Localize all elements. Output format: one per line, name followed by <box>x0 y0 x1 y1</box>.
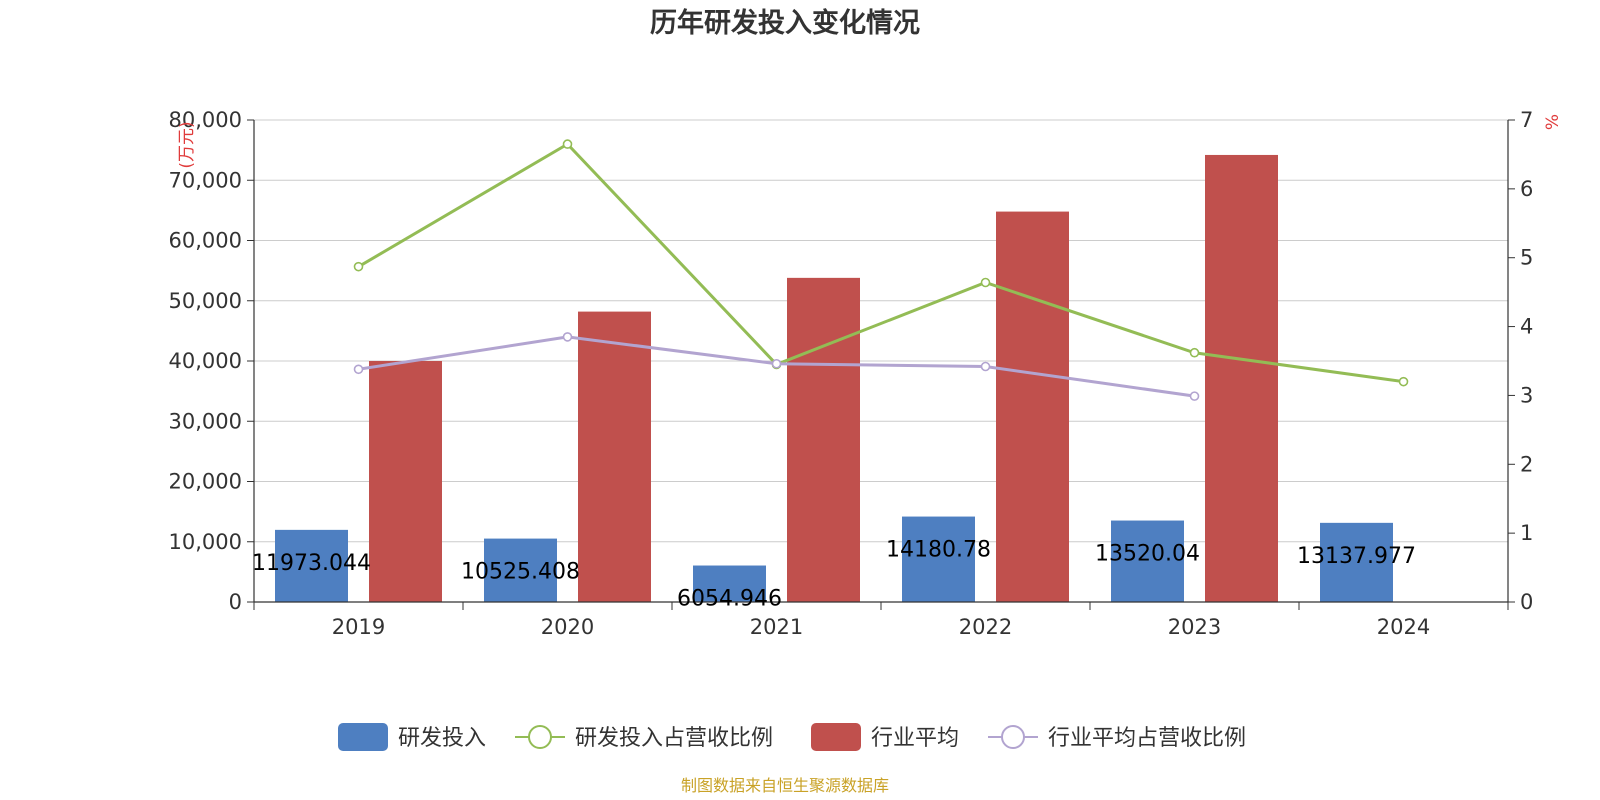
right-axis-tick-label: 1 <box>1520 521 1533 545</box>
point-industry-ratio <box>562 332 573 342</box>
right-axis-tick-label: 3 <box>1520 383 1533 407</box>
bar-industry-average <box>369 361 442 602</box>
left-axis-tick-label: 20,000 <box>169 470 242 494</box>
bar-rd-investment <box>1320 522 1393 602</box>
left-axis-unit: (万元) <box>177 121 197 168</box>
source-note: 制图数据来自恒生聚源数据库 <box>681 776 889 795</box>
bar-industry-average <box>996 211 1069 602</box>
right-axis-tick-label: 4 <box>1520 315 1533 339</box>
left-axis-tick-label: 40,000 <box>169 349 242 373</box>
left-axis-tick-label: 30,000 <box>169 409 242 433</box>
legend-item: 行业平均 <box>811 723 959 751</box>
bar-rd-investment <box>275 529 348 602</box>
bar-rd-investment <box>484 538 557 602</box>
legend-marker <box>528 725 552 749</box>
bar-rd-investment <box>902 516 975 602</box>
bar-industry-average <box>578 311 651 602</box>
right-axis-tick-label: 5 <box>1520 246 1533 270</box>
right-axis-unit: % <box>1543 114 1563 130</box>
lines <box>353 139 1409 401</box>
x-axis-label: 2024 <box>1377 615 1430 639</box>
left-axis-tick-label: 0 <box>229 590 242 614</box>
legend-item: 研发投入占营收比例 <box>515 725 773 751</box>
x-axis-label: 2019 <box>332 615 385 639</box>
left-axis-tick-label: 10,000 <box>169 530 242 554</box>
point-rd-ratio <box>980 277 991 288</box>
bar-rd-investment <box>1111 520 1184 602</box>
right-axis-tick-label: 0 <box>1520 590 1533 614</box>
point-rd-ratio <box>353 261 364 272</box>
legend-label: 研发投入 <box>398 726 486 751</box>
bar-data-label: 6054.946 <box>677 587 782 612</box>
x-axis-label: 2020 <box>541 615 594 639</box>
grid-lines <box>254 119 1508 543</box>
point-rd-ratio <box>562 139 573 149</box>
legend-item: 行业平均占营收比例 <box>988 725 1246 751</box>
bar-data-label: 11973.044 <box>252 551 371 576</box>
x-axis-label: 2023 <box>1168 615 1221 639</box>
bar-data-label: 10525.408 <box>461 560 580 585</box>
chart-title: 历年研发投入变化情况 <box>650 7 920 39</box>
left-axis-tick-label: 70,000 <box>169 168 242 192</box>
legend-item: 研发投入 <box>338 723 486 751</box>
bar-rd-investment <box>693 565 766 602</box>
point-rd-ratio <box>1189 347 1200 358</box>
legend-label: 行业平均 <box>871 726 959 751</box>
bar-data-label: 13137.977 <box>1297 544 1416 569</box>
point-industry-ratio <box>1189 391 1200 401</box>
left-axis-tick-label: 50,000 <box>169 289 242 313</box>
legend-label: 研发投入占营收比例 <box>575 726 773 751</box>
right-axis-tick-label: 7 <box>1520 108 1533 132</box>
point-industry-ratio <box>353 364 364 375</box>
bar-data-label: 13520.04 <box>1095 542 1200 567</box>
x-axis-label: 2021 <box>750 615 803 639</box>
bar-data-label: 14180.78 <box>886 538 991 563</box>
bar-industry-average <box>787 277 860 602</box>
axes: 0 10,000 20,000 30,000 40,000 50,000 60,000 70,… <box>169 108 1534 639</box>
right-axis-tick-label: 6 <box>1520 177 1533 201</box>
point-industry-ratio <box>771 358 782 369</box>
point-industry-ratio <box>980 361 991 372</box>
point-rd-ratio <box>1398 376 1409 387</box>
x-axis-label: 2022 <box>959 615 1012 639</box>
legend: 研发投入 研发投入占营收比例 行业平均 行业平均占营收比例 <box>338 723 1246 751</box>
data-labels: 11973.044 10525.408 6054.946 14180.78 13520.… <box>252 538 1416 612</box>
legend-marker <box>1001 725 1025 749</box>
legend-label: 行业平均占营收比例 <box>1048 726 1246 751</box>
bars <box>275 154 1393 602</box>
left-axis-tick-label: 60,000 <box>169 229 242 253</box>
left-axis-tick-label: 80,000 <box>169 108 242 132</box>
bar-industry-average <box>1205 154 1278 602</box>
legend-swatch <box>811 723 861 751</box>
line-rd-ratio <box>357 142 1404 384</box>
legend-swatch <box>338 723 388 751</box>
right-axis-tick-label: 2 <box>1520 452 1533 476</box>
